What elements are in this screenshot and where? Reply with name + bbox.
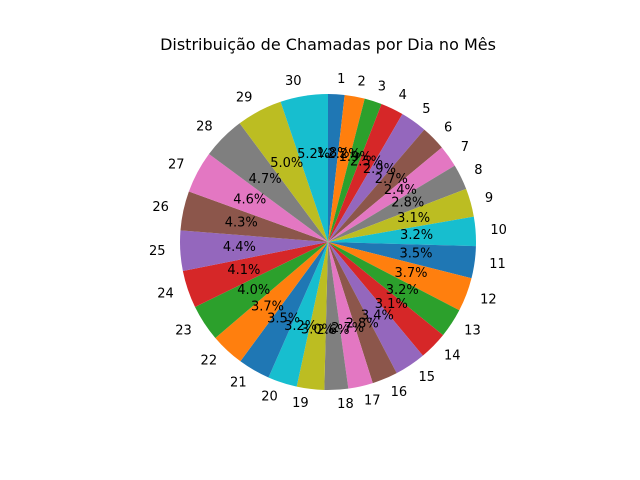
percentage-label-day-30: 5.2% — [297, 147, 330, 162]
pie-slice-day-12 — [328, 242, 472, 311]
category-label-day-9: 9 — [485, 191, 493, 206]
pie-slice-day-26 — [180, 191, 328, 242]
category-label-day-12: 12 — [480, 292, 497, 307]
percentage-label-day-3: 1.9% — [339, 150, 372, 165]
percentage-label-day-14: 3.1% — [375, 297, 408, 312]
percentage-label-day-17: 2.7% — [331, 321, 364, 336]
category-label-day-23: 23 — [175, 324, 192, 339]
pie-slice-day-8 — [328, 165, 467, 242]
pie-slice-day-19 — [296, 242, 328, 390]
category-label-day-28: 28 — [196, 120, 213, 135]
pie-slice-day-25 — [180, 230, 328, 272]
pie-slice-day-13 — [328, 242, 460, 336]
category-label-day-26: 26 — [152, 200, 169, 215]
percentage-label-day-27: 4.6% — [233, 193, 266, 208]
category-label-day-18: 18 — [337, 397, 354, 412]
pie-slice-day-7 — [328, 147, 455, 242]
category-label-day-7: 7 — [461, 140, 469, 155]
pie-slice-day-16 — [328, 242, 397, 384]
category-label-day-21: 21 — [230, 375, 247, 390]
category-label-day-24: 24 — [157, 287, 174, 302]
category-label-day-11: 11 — [489, 257, 506, 272]
category-label-day-3: 3 — [378, 79, 386, 94]
pie-slices — [180, 94, 476, 391]
percentage-label-day-1: 1.8% — [316, 146, 349, 161]
category-label-day-5: 5 — [422, 102, 430, 117]
pie-slice-day-6 — [328, 129, 442, 242]
pie-slice-day-17 — [328, 242, 373, 389]
category-label-day-17: 17 — [364, 393, 381, 408]
pie-slice-day-2 — [328, 94, 365, 242]
percentage-label-day-11: 3.5% — [399, 247, 432, 262]
pie-slice-day-3 — [328, 98, 382, 242]
pie-slice-day-1 — [328, 94, 345, 242]
category-label-day-6: 6 — [444, 120, 452, 135]
percentage-label-day-12: 3.7% — [394, 266, 427, 281]
percentage-label-day-26: 4.3% — [225, 216, 258, 231]
pie-slice-day-30 — [280, 94, 328, 242]
category-label-day-4: 4 — [399, 88, 407, 103]
pie-slice-day-23 — [195, 242, 328, 338]
pie-slice-day-15 — [328, 242, 423, 374]
percentage-label-day-10: 3.2% — [400, 228, 433, 243]
category-label-day-10: 10 — [490, 223, 507, 238]
percentage-label-day-5: 2.9% — [363, 162, 396, 177]
pie-slice-day-5 — [328, 114, 425, 242]
category-label-day-14: 14 — [444, 349, 461, 364]
category-label-day-13: 13 — [464, 324, 481, 339]
pie-slice-day-27 — [188, 154, 328, 242]
category-label-day-16: 16 — [391, 385, 408, 400]
pie-slice-day-18 — [324, 242, 349, 391]
pie-slice-day-4 — [328, 104, 403, 242]
category-label-day-22: 22 — [201, 354, 218, 369]
percentage-label-day-19: 3.0% — [301, 323, 334, 338]
percentage-label-day-6: 2.7% — [375, 172, 408, 187]
percentage-label-day-25: 4.4% — [223, 240, 256, 255]
pie-slice-day-21 — [240, 242, 328, 378]
pie-slice-day-20 — [268, 242, 328, 387]
percentage-label-day-21: 3.5% — [267, 311, 300, 326]
percentage-label-day-8: 2.8% — [391, 196, 424, 211]
pie-slice-day-24 — [182, 242, 328, 307]
percentage-label-day-18: 2.6% — [316, 323, 349, 338]
percentage-label-day-15: 3.4% — [361, 308, 394, 323]
category-label-day-20: 20 — [261, 389, 278, 404]
chart-title: Distribuição de Chamadas por Dia no Mês — [160, 35, 496, 54]
percentage-label-day-28: 4.7% — [249, 172, 282, 187]
category-label-day-2: 2 — [357, 74, 365, 89]
category-label-day-1: 1 — [337, 72, 345, 87]
category-label-day-30: 30 — [285, 74, 302, 89]
pie-slice-day-14 — [328, 242, 444, 356]
percentage-label-day-20: 3.2% — [284, 319, 317, 334]
percentage-label-day-13: 3.2% — [386, 283, 419, 298]
pie-slice-day-10 — [328, 216, 476, 247]
pie-slice-day-11 — [328, 242, 476, 279]
percentage-label-day-24: 4.1% — [227, 263, 260, 278]
category-label-day-27: 27 — [168, 158, 185, 173]
category-label-day-25: 25 — [149, 244, 166, 259]
percentage-label-day-16: 2.8% — [346, 316, 379, 331]
pie-slice-day-22 — [215, 242, 328, 362]
percentage-label-day-4: 2.5% — [350, 154, 383, 169]
percentage-labels: 1.8%2.2%1.9%2.5%2.9%2.7%2.4%2.8%3.1%3.2%… — [223, 146, 433, 338]
percentage-label-day-23: 4.0% — [237, 283, 270, 298]
percentage-label-day-9: 3.1% — [397, 211, 430, 226]
pie-slice-day-28 — [208, 123, 328, 242]
pie-slice-day-9 — [328, 188, 474, 242]
category-label-day-29: 29 — [236, 90, 253, 105]
category-label-day-8: 8 — [474, 163, 482, 178]
category-label-day-15: 15 — [418, 370, 435, 385]
percentage-label-day-29: 5.0% — [270, 156, 303, 171]
percentage-label-day-7: 2.4% — [384, 183, 417, 198]
percentage-label-day-2: 2.2% — [328, 147, 361, 162]
category-label-day-19: 19 — [292, 396, 309, 411]
percentage-label-day-22: 3.7% — [251, 300, 284, 315]
pie-slice-day-29 — [239, 101, 328, 242]
category-labels: 1 2 34567891011121314151617181920212223242… — [149, 72, 507, 412]
